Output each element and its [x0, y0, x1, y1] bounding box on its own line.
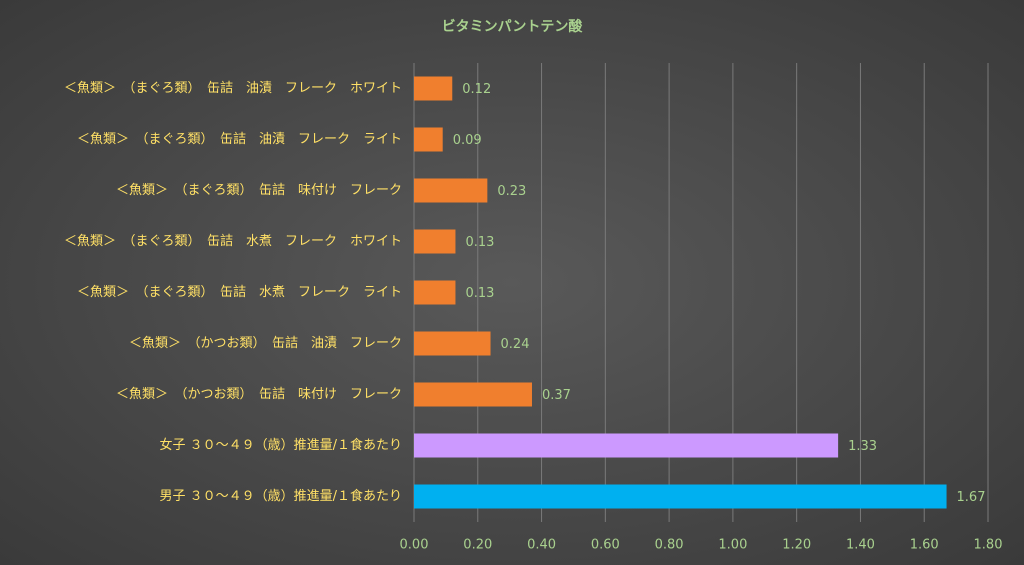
y-tick-label: ＜魚類＞ （まぐろ類） 缶詰 水煮 フレーク ライト: [77, 284, 402, 300]
value-label: 0.24: [501, 337, 530, 352]
x-tick-label: 1.40: [846, 538, 875, 553]
value-label: 1.33: [848, 439, 877, 454]
value-label: 1.67: [957, 490, 986, 505]
value-label: 0.23: [497, 184, 526, 199]
bar: [414, 178, 488, 203]
value-label: 0.12: [462, 82, 491, 97]
value-label: 0.09: [453, 133, 482, 148]
y-tick-label: ＜魚類＞ （かつお類） 缶詰 油漬 フレーク: [129, 335, 402, 351]
bar: [414, 331, 491, 356]
x-tick-label: 0.40: [527, 538, 556, 553]
x-tick-label: 0.60: [591, 538, 620, 553]
bar: [414, 382, 532, 407]
y-tick-label: ＜魚類＞ （かつお類） 缶詰 味付け フレーク: [116, 386, 402, 402]
value-label: 0.13: [465, 286, 494, 301]
bar: [414, 484, 947, 509]
y-tick-label: ＜魚類＞ （まぐろ類） 缶詰 水煮 フレーク ホワイト: [64, 233, 402, 249]
x-tick-label: 0.80: [655, 538, 684, 553]
bar: [414, 229, 456, 254]
bar: [414, 76, 453, 101]
x-tick-label: 1.00: [718, 538, 747, 553]
x-tick-label: 0.00: [400, 538, 429, 553]
chart-title: ビタミンパントテン酸: [442, 18, 584, 35]
y-tick-label: ＜魚類＞ （まぐろ類） 缶詰 油漬 フレーク ホワイト: [64, 80, 402, 96]
y-tick-label: ＜魚類＞ （まぐろ類） 缶詰 味付け フレーク: [116, 182, 402, 198]
y-tick-label: ＜魚類＞ （まぐろ類） 缶詰 油漬 フレーク ライト: [77, 131, 402, 147]
x-tick-label: 0.20: [463, 538, 492, 553]
x-tick-label: 1.60: [910, 538, 939, 553]
value-label: 0.13: [465, 235, 494, 250]
bar: [414, 280, 456, 305]
value-label: 0.37: [542, 388, 571, 403]
bar: [414, 127, 443, 152]
bar: [414, 433, 839, 458]
y-tick-label: 男子 ３０～４９（歳）推進量/１食あたり: [159, 488, 402, 504]
y-tick-label: 女子 ３０～４９（歳）推進量/１食あたり: [159, 437, 402, 453]
x-tick-label: 1.20: [782, 538, 811, 553]
x-tick-label: 1.80: [974, 538, 1003, 553]
